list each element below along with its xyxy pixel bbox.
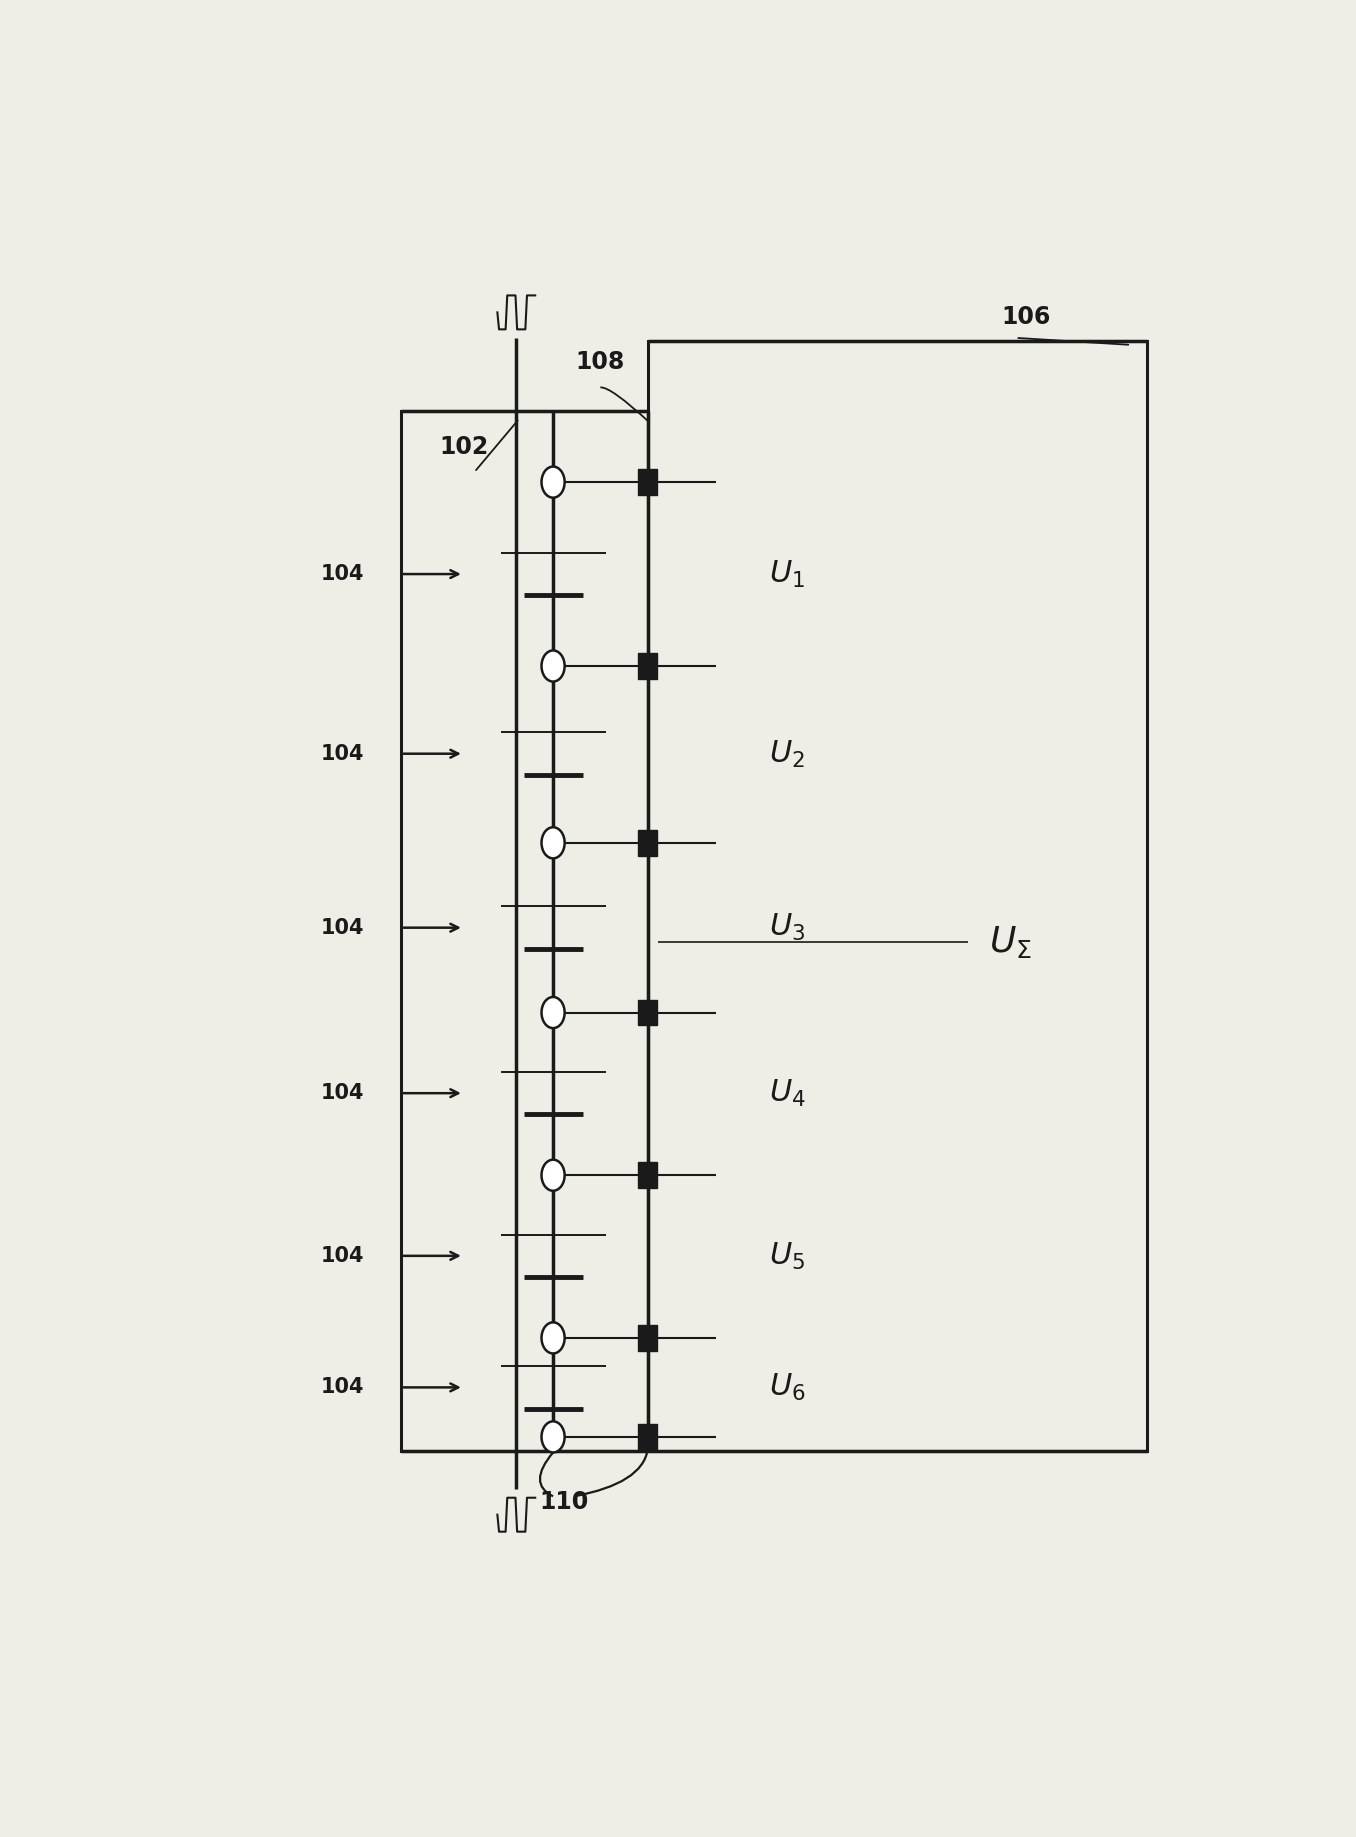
Text: $U_{1}$: $U_{1}$	[769, 558, 804, 590]
Circle shape	[541, 997, 564, 1029]
Text: $U_{5}$: $U_{5}$	[769, 1242, 804, 1271]
Text: 102: 102	[439, 435, 488, 459]
Polygon shape	[639, 1163, 658, 1189]
Text: $U_{\Sigma}$: $U_{\Sigma}$	[989, 924, 1032, 959]
Polygon shape	[639, 830, 658, 856]
Polygon shape	[639, 654, 658, 678]
Polygon shape	[639, 1324, 658, 1350]
Text: $U_{2}$: $U_{2}$	[769, 738, 804, 770]
Polygon shape	[639, 470, 658, 494]
Text: 110: 110	[538, 1490, 589, 1514]
Polygon shape	[639, 1424, 658, 1449]
Polygon shape	[639, 999, 658, 1025]
Circle shape	[541, 467, 564, 498]
Text: 104: 104	[320, 1378, 363, 1398]
Text: 104: 104	[320, 1245, 363, 1266]
Text: 106: 106	[1001, 305, 1051, 329]
Circle shape	[541, 650, 564, 682]
Circle shape	[541, 1159, 564, 1190]
Text: $U_{6}$: $U_{6}$	[769, 1372, 805, 1403]
Text: 104: 104	[320, 744, 363, 764]
Text: $U_{4}$: $U_{4}$	[769, 1078, 805, 1110]
Text: 108: 108	[576, 349, 625, 375]
Circle shape	[541, 827, 564, 858]
Text: 104: 104	[320, 564, 363, 584]
Text: 104: 104	[320, 918, 363, 937]
Text: 104: 104	[320, 1084, 363, 1104]
Circle shape	[541, 1323, 564, 1354]
Circle shape	[541, 1422, 564, 1453]
Text: $U_{3}$: $U_{3}$	[769, 913, 804, 942]
